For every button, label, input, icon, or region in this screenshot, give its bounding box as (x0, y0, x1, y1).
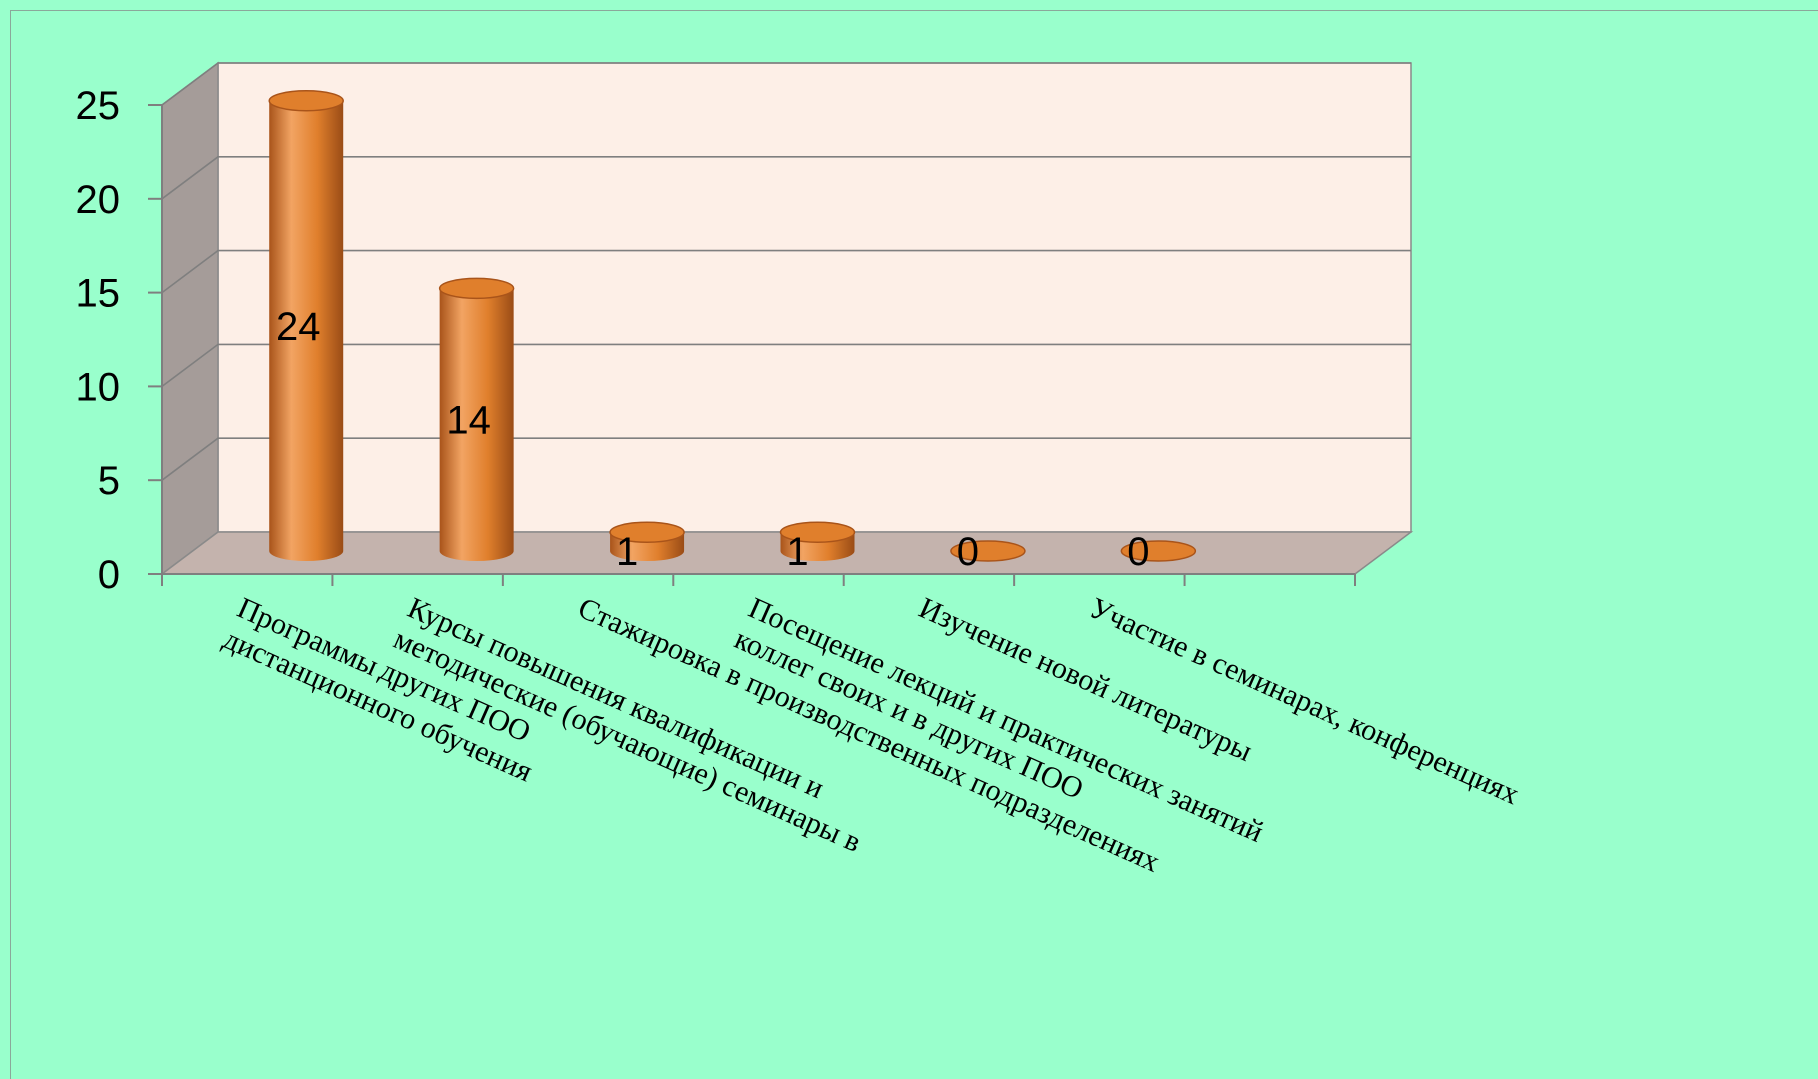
bar-top (950, 540, 1026, 562)
data-label: 0 (1127, 530, 1149, 574)
bar-top (609, 521, 685, 543)
gridline (161, 437, 1411, 481)
gridline (161, 343, 1411, 388)
data-label: 24 (276, 305, 321, 349)
bar-6 (1120, 540, 1197, 562)
data-label: 14 (446, 399, 491, 443)
bar-top (779, 521, 856, 543)
data-label: 1 (786, 530, 808, 574)
bar-4 (779, 521, 856, 561)
gridlines (161, 62, 1411, 481)
axis (148, 104, 1356, 586)
data-label: 1 (616, 530, 638, 574)
y-tick-label: 0 (98, 553, 120, 597)
y-tick-label: 25 (76, 84, 121, 128)
bar-body (269, 100, 344, 561)
bar-body (439, 288, 514, 561)
bar-3 (609, 521, 685, 561)
bar-5 (950, 540, 1026, 562)
y-tick-label: 20 (76, 178, 121, 222)
bar-top (438, 277, 515, 300)
bar-1 (268, 90, 344, 561)
bar-top (1120, 540, 1197, 562)
bar-top (268, 90, 344, 112)
bars (268, 90, 1197, 562)
data-label: 0 (957, 530, 979, 574)
gridline (161, 249, 1411, 294)
gridline (161, 156, 1411, 200)
bar-2 (438, 277, 515, 561)
y-tick-label: 5 (98, 459, 120, 503)
side-wall (161, 61, 219, 576)
y-tick-label: 10 (76, 365, 121, 409)
chart-walls (159, 61, 1414, 576)
gridline (161, 62, 1411, 106)
y-tick-label: 15 (76, 272, 121, 316)
back-wall (217, 62, 1412, 533)
chart-frame (10, 10, 1818, 1079)
